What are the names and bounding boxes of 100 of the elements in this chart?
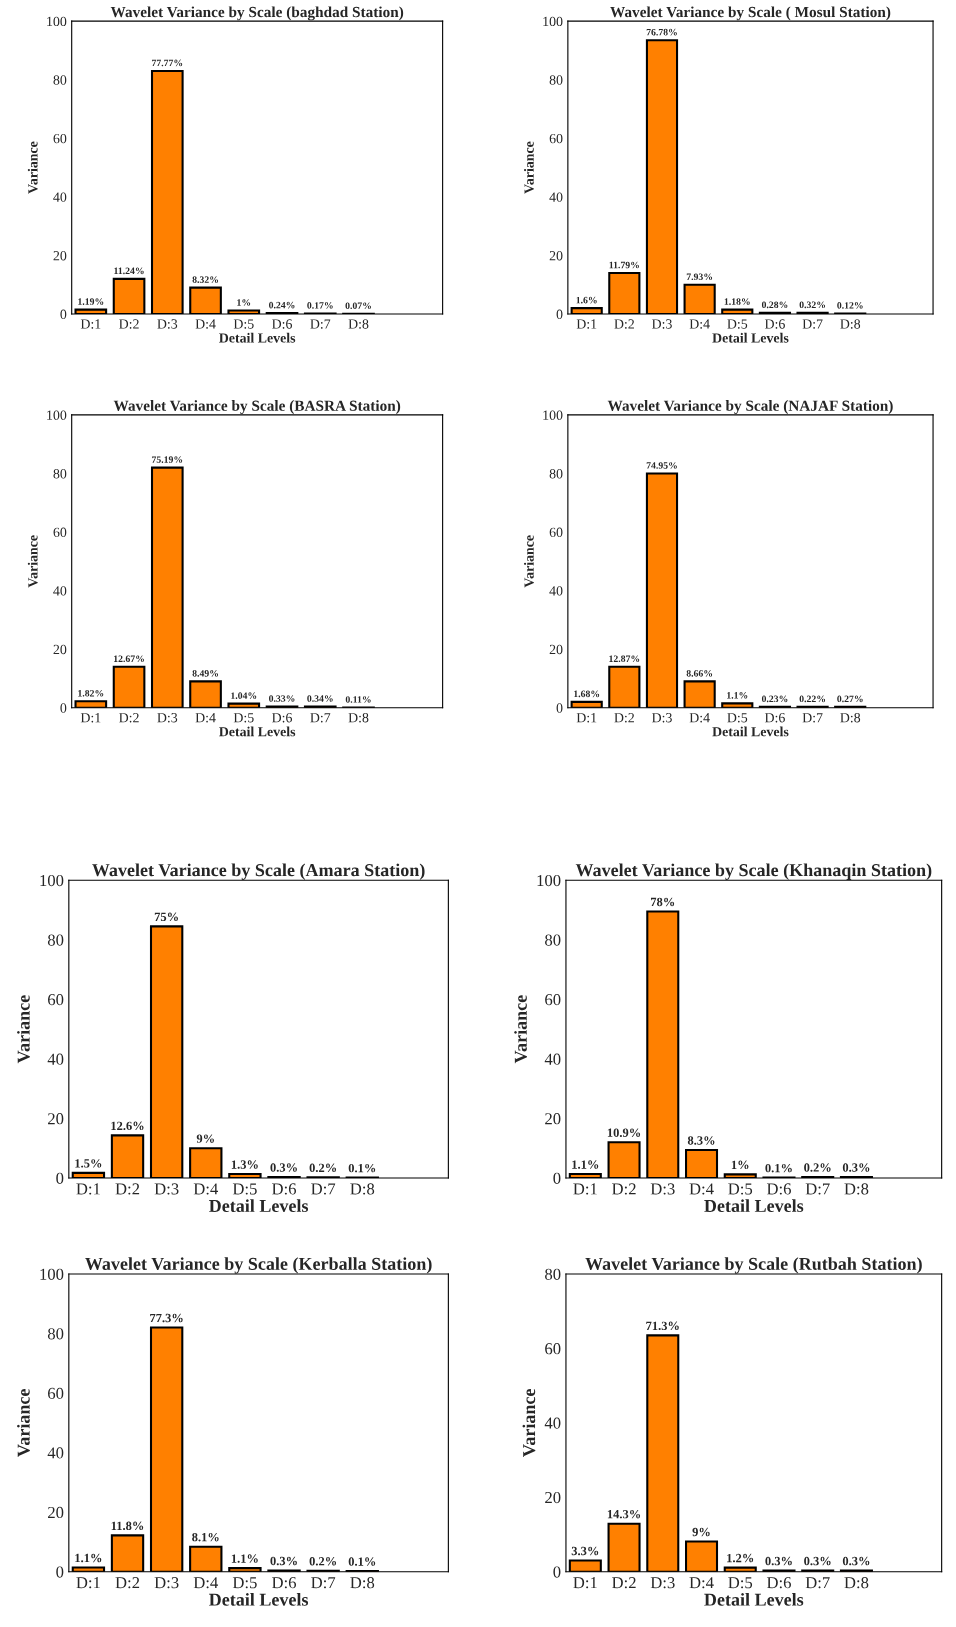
- chart-title: Wavelet Variance by Scale ( Mosul Station): [610, 6, 891, 21]
- annotation: 8.66%: [686, 670, 713, 677]
- y-tick-label: 20: [53, 644, 67, 655]
- annotation: 0.3%: [270, 1556, 297, 1566]
- annotation: 0.1%: [348, 1163, 376, 1173]
- annotation: 0.3%: [842, 1163, 870, 1172]
- annotation: 7.93%: [686, 273, 713, 281]
- annotation: 0.3%: [804, 1556, 831, 1566]
- x-tick-label: D:8: [348, 319, 369, 329]
- x-tick-label: D:2: [614, 319, 634, 329]
- y-tick-label: 0: [56, 1566, 64, 1578]
- y-tick-label: 80: [53, 75, 67, 85]
- x-tick-label: D:5: [232, 1183, 257, 1195]
- x-tick-label: D:6: [766, 1183, 791, 1195]
- x-tick-label: D:6: [272, 713, 293, 723]
- x-axis-title: Detail Levels: [209, 1593, 309, 1606]
- annotation: 11.24%: [114, 267, 144, 275]
- y-tick-label: 80: [53, 469, 67, 479]
- chart-title: Wavelet Variance by Scale (NAJAF Station): [607, 400, 893, 415]
- y-tick-label: 40: [544, 1417, 561, 1429]
- annotation: 3.3%: [571, 1546, 599, 1556]
- y-tick-label: 80: [545, 934, 561, 946]
- x-tick-label: D:3: [157, 319, 178, 329]
- annotation: 0.28%: [761, 301, 788, 309]
- x-tick-label: D:6: [766, 1577, 791, 1589]
- annotation: 10.9%: [607, 1128, 641, 1137]
- y-tick-label: 100: [47, 16, 67, 27]
- annotation: 1.04%: [231, 692, 257, 699]
- x-tick-label: D:4: [195, 319, 216, 329]
- x-tick-label: D:7: [310, 713, 331, 723]
- x-axis-title: Detail Levels: [704, 1593, 804, 1606]
- x-tick-label: D:2: [115, 1577, 140, 1589]
- annotation: 1.1%: [572, 1160, 599, 1169]
- y-tick-label: 40: [47, 1447, 64, 1459]
- x-tick-label: D:2: [119, 713, 139, 723]
- y-axis-title: Variance: [27, 535, 38, 588]
- annotation: 71.3%: [646, 1321, 679, 1331]
- annotation: 1.1%: [727, 692, 748, 699]
- x-tick-label: D:5: [728, 1577, 753, 1589]
- x-tick-label: D:5: [727, 713, 748, 723]
- x-tick-label: D:8: [840, 713, 861, 723]
- x-tick-label: D:6: [272, 319, 293, 329]
- x-tick-label: D:1: [576, 713, 597, 723]
- y-tick-label: 60: [545, 994, 561, 1006]
- y-tick-label: 20: [53, 251, 67, 261]
- x-axis-title: Detail Levels: [209, 1199, 309, 1213]
- annotation: 0.24%: [269, 301, 295, 309]
- x-tick-label: D:1: [573, 1577, 597, 1589]
- y-tick-label: 60: [549, 527, 563, 537]
- annotation: 1.1%: [231, 1554, 258, 1563]
- x-axis-title: Detail Levels: [712, 332, 789, 343]
- annotation: 1.1%: [75, 1553, 102, 1563]
- annotation: 1.19%: [78, 298, 104, 305]
- annotation: 1.5%: [75, 1159, 102, 1168]
- x-tick-label: D:7: [802, 319, 823, 329]
- y-tick-label: 100: [40, 1268, 64, 1280]
- x-tick-label: D:7: [805, 1577, 830, 1589]
- annotation: 0.33%: [269, 695, 295, 702]
- y-tick-label: 0: [553, 1172, 561, 1184]
- x-tick-label: D:7: [802, 713, 823, 723]
- x-axis-title: Detail Levels: [704, 1199, 804, 1213]
- x-tick-label: D:7: [311, 1577, 336, 1589]
- x-tick-label: D:4: [689, 1183, 714, 1195]
- chart-title: Wavelet Variance by Scale (Khanaqin Station): [575, 863, 932, 880]
- annotation: 0.27%: [837, 695, 863, 703]
- y-tick-label: 80: [47, 1328, 64, 1340]
- annotation: 0.07%: [345, 302, 371, 310]
- x-tick-label: D:1: [76, 1577, 100, 1589]
- x-tick-label: D:1: [80, 713, 101, 723]
- x-tick-label: D:3: [650, 1577, 675, 1589]
- y-axis-title: Variance: [514, 995, 527, 1064]
- annotation: 12.6%: [111, 1121, 144, 1131]
- x-tick-label: D:8: [840, 319, 861, 329]
- y-tick-label: 80: [545, 1268, 561, 1280]
- annotation: 0.22%: [799, 695, 826, 703]
- y-tick-label: 0: [556, 309, 563, 319]
- x-tick-label: D:7: [805, 1183, 830, 1195]
- x-tick-label: D:4: [193, 1577, 219, 1589]
- y-axis-title: Variance: [17, 1389, 30, 1457]
- y-tick-label: 0: [60, 309, 67, 319]
- x-tick-label: D:7: [310, 319, 331, 329]
- y-tick-label: 60: [48, 1387, 64, 1399]
- annotation: 1%: [731, 1160, 749, 1170]
- y-axis-title: Variance: [17, 995, 30, 1064]
- y-axis-title: Variance: [27, 141, 38, 194]
- annotation: 0.34%: [307, 695, 333, 702]
- y-tick-label: 20: [48, 1506, 64, 1519]
- annotation: 0.3%: [270, 1163, 297, 1172]
- x-tick-label: D:4: [195, 713, 216, 723]
- x-tick-label: D:8: [844, 1183, 869, 1195]
- chart-title: Wavelet Variance by Scale (BASRA Station): [113, 400, 401, 415]
- y-tick-label: 0: [56, 1172, 64, 1184]
- y-tick-label: 60: [545, 1343, 561, 1355]
- x-tick-label: D:3: [157, 713, 178, 723]
- y-tick-label: 80: [549, 75, 563, 85]
- annotation: 8.1%: [192, 1532, 219, 1542]
- annotation: 1.2%: [727, 1553, 754, 1563]
- annotation: 75.19%: [152, 456, 183, 463]
- annotation: 1.82%: [78, 689, 104, 697]
- y-tick-label: 80: [47, 934, 64, 946]
